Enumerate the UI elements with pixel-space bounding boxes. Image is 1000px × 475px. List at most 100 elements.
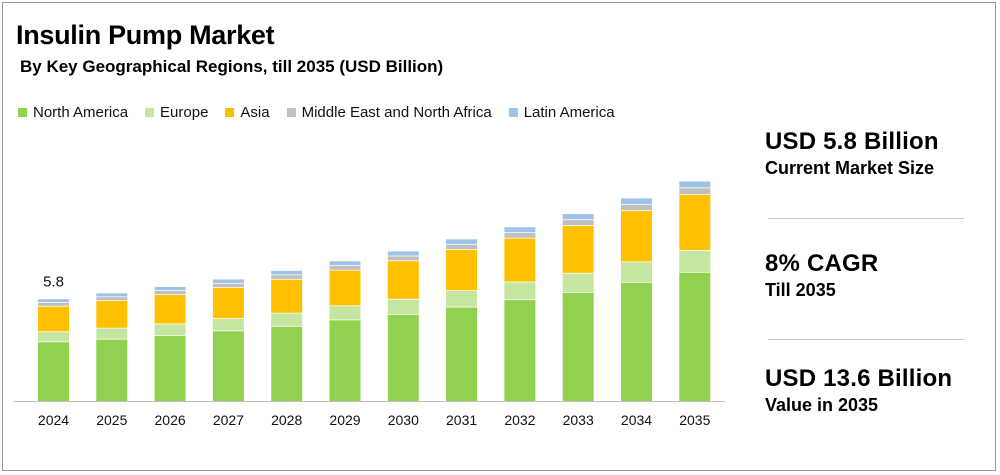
bar-segment-asia-2033 [562, 225, 594, 273]
bar-segment-north-america-2033 [562, 292, 594, 401]
bar-segment-north-america-2030 [387, 314, 419, 401]
stat-divider [768, 339, 964, 340]
bar-segment-latin-america-2035 [679, 181, 711, 188]
stat-2035-value-value: USD 13.6 Billion [765, 365, 953, 392]
legend-swatch-asia [225, 108, 235, 117]
x-tick-label-2034: 2034 [621, 412, 652, 428]
bar-segment-europe-2026 [154, 324, 186, 336]
stat-cagr-value: 8% CAGR [765, 250, 879, 277]
bar-segment-europe-2030 [387, 299, 419, 315]
bar-segment-middle-east-and-north-africa-2030 [387, 256, 419, 261]
bar-segment-latin-america-2031 [446, 239, 478, 244]
bar-segment-europe-2025 [96, 328, 128, 339]
bar-segment-latin-america-2027 [212, 279, 244, 283]
bar-segment-north-america-2035 [679, 272, 711, 401]
bar-segment-europe-2032 [504, 282, 536, 300]
bar-segment-middle-east-and-north-africa-2032 [504, 232, 536, 238]
bar-segment-europe-2027 [212, 318, 244, 331]
bar-segment-middle-east-and-north-africa-2024 [38, 302, 69, 306]
bar-segment-north-america-2032 [504, 300, 536, 401]
bar-segment-north-america-2029 [329, 320, 361, 401]
bar-segment-europe-2029 [329, 306, 361, 320]
stat-divider [768, 218, 964, 219]
bar-segment-middle-east-and-north-africa-2034 [621, 204, 652, 211]
stat-current-market: USD 5.8 Billion Current Market Size [765, 128, 939, 179]
legend-item-europe: Europe [145, 104, 208, 121]
bar-segment-latin-america-2026 [154, 286, 186, 291]
legend-item-asia: Asia [225, 104, 270, 121]
bar-segment-middle-east-and-north-africa-2031 [446, 244, 478, 250]
bar-segment-europe-2034 [621, 262, 652, 282]
legend-label-asia: Asia [240, 104, 270, 121]
x-tick-label-2035: 2035 [679, 412, 710, 428]
bar-segment-asia-2031 [446, 249, 478, 291]
legend-swatch-north-america [18, 108, 27, 117]
bar-segment-latin-america-2030 [387, 251, 419, 256]
chart-subtitle: By Key Geographical Regions, till 2035 (… [20, 57, 444, 76]
legend-label-latin-america: Latin America [523, 104, 615, 121]
bar-segment-asia-2026 [154, 295, 186, 324]
bar-segment-asia-2032 [504, 238, 536, 282]
legend-swatch-latin-america [508, 108, 518, 117]
stat-cagr-label: Till 2035 [765, 280, 836, 300]
data-label-2024: 5.8 [43, 273, 64, 290]
bar-segment-middle-east-and-north-africa-2035 [679, 188, 711, 195]
bar-segment-asia-2034 [621, 210, 652, 262]
stat-2035-value-label: Value in 2035 [765, 395, 879, 415]
bar-segment-asia-2028 [271, 279, 303, 313]
bar-segment-europe-2035 [679, 250, 711, 272]
bar-segment-north-america-2026 [154, 335, 186, 401]
bar-segment-asia-2024 [38, 306, 69, 332]
legend-item-latin-america: Latin America [508, 104, 615, 121]
x-tick-label-2033: 2033 [563, 412, 594, 428]
x-tick-label-2030: 2030 [388, 412, 419, 428]
x-tick-label-2025: 2025 [96, 412, 127, 428]
bar-segment-europe-2028 [271, 313, 303, 326]
bar-segment-asia-2029 [329, 270, 361, 306]
bar-segment-latin-america-2029 [329, 261, 361, 266]
chart-title: Insulin Pump Market [16, 20, 275, 50]
bar-segment-middle-east-and-north-africa-2026 [154, 290, 186, 295]
stacked-bar-chart: 2024 5.8 2025 2026 2027 2028 2029 2030 2031 2032 2… [14, 181, 725, 428]
x-tick-label-2027: 2027 [213, 412, 244, 428]
legend: North America Europe Asia Middle East an… [18, 104, 632, 121]
stat-current-market-label: Current Market Size [765, 158, 935, 178]
legend-label-europe: Europe [160, 104, 209, 121]
bar-segment-middle-east-and-north-africa-2033 [562, 220, 594, 226]
bar-segment-middle-east-and-north-africa-2025 [96, 297, 128, 301]
bar-segment-latin-america-2032 [504, 227, 536, 233]
x-tick-label-2026: 2026 [155, 412, 186, 428]
bar-segment-europe-2033 [562, 273, 594, 293]
bar-segment-asia-2030 [387, 261, 419, 299]
bar-segment-north-america-2025 [96, 339, 128, 401]
stat-current-market-value: USD 5.8 Billion [765, 128, 939, 155]
x-tick-label-2031: 2031 [446, 412, 477, 428]
x-tick-label-2024: 2024 [38, 412, 69, 428]
bar-segment-latin-america-2033 [562, 214, 594, 220]
bar-segment-latin-america-2028 [271, 270, 303, 275]
bar-segment-north-america-2027 [212, 331, 244, 401]
legend-swatch-mena [286, 108, 296, 117]
bar-segment-north-america-2031 [446, 307, 478, 401]
bar-segment-middle-east-and-north-africa-2029 [329, 265, 361, 270]
x-tick-label-2032: 2032 [504, 412, 535, 428]
legend-label-mena: Middle East and North Africa [301, 104, 492, 121]
bar-segment-latin-america-2034 [621, 198, 652, 204]
legend-item-north-america: North America [18, 104, 128, 121]
x-tick-label-2028: 2028 [271, 412, 302, 428]
legend-swatch-europe [145, 108, 155, 117]
bar-segment-asia-2035 [679, 194, 711, 250]
bar-segment-north-america-2034 [621, 282, 652, 401]
x-tick-label-2029: 2029 [329, 412, 360, 428]
bar-segment-europe-2024 [38, 332, 69, 342]
bar-segment-asia-2027 [212, 287, 244, 319]
bar-segment-latin-america-2024 [38, 299, 69, 303]
stat-cagr: 8% CAGR Till 2035 [765, 250, 878, 301]
stat-2035-value: USD 13.6 Billion Value in 2035 [765, 365, 952, 416]
bar-segment-north-america-2028 [271, 326, 303, 401]
bar-segment-middle-east-and-north-africa-2028 [271, 275, 303, 279]
bar-segment-asia-2025 [96, 301, 128, 328]
bar-segment-north-america-2024 [38, 342, 69, 401]
legend-label-north-america: North America [33, 104, 129, 121]
